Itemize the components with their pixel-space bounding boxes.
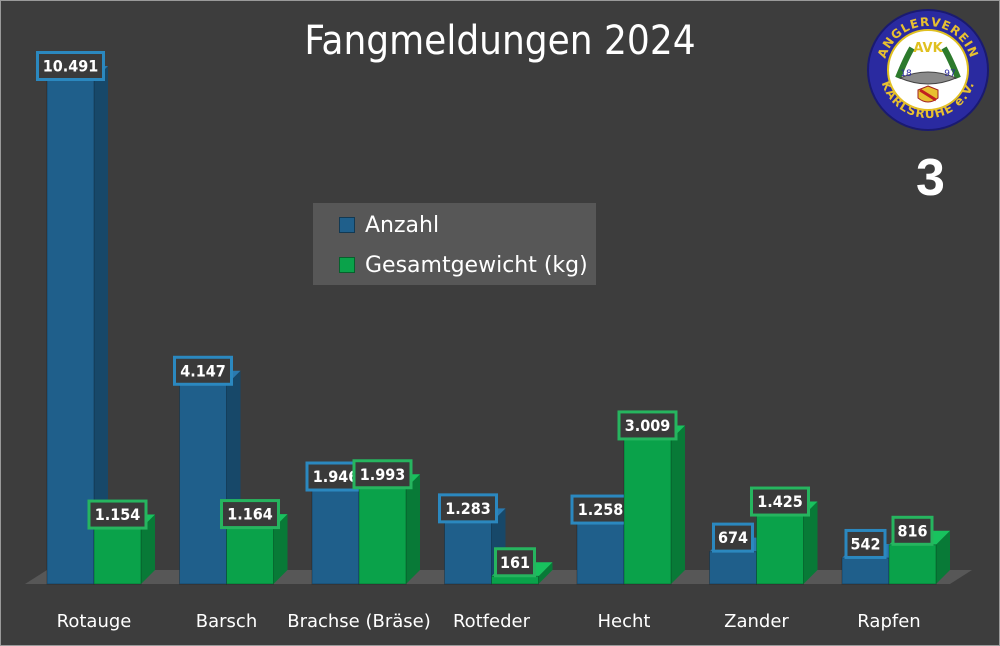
logo-year-left: 18 [900,69,912,79]
legend-label-anzahl: Anzahl [365,212,440,238]
x-tick-label: Hecht [598,611,651,632]
data-label-gewicht-rotauge: 1.154 [95,505,141,524]
club-logo: AVK 18 97 ANGLERVEREIN KARLSRUHE e.V. [867,9,989,131]
data-label-box-gewicht-hecht [617,410,678,441]
bar-anzahl-rotfeder [444,521,492,585]
legend-label-gewicht: Gesamtgewicht (kg) [365,252,588,278]
data-label-anzahl-rotfeder: 1.283 [445,499,491,518]
page-number: 3 [916,149,945,207]
data-label-gewicht-brachse-br-se-: 1.993 [360,465,406,484]
x-tick-label: Brachse (Bräse) [287,611,431,632]
data-label-box-gewicht-rotauge [87,499,148,530]
data-label-anzahl-zander: 674 [718,528,748,547]
bar-anzahl-barsch [179,384,227,585]
bar-gewicht-hecht [623,438,672,585]
data-label-box-gewicht-zander [750,486,810,517]
bar-side-gewicht-zander [803,501,818,584]
bar-gewicht-barsch [226,527,274,585]
data-label-gewicht-barsch: 1.164 [227,505,273,524]
logo-initials: AVK [913,41,943,56]
chart-legend: Anzahl Gesamtgewicht (kg) [313,203,596,285]
bar-gewicht-rapfen [888,544,937,585]
data-label-box-gewicht-rotfeder [494,547,536,578]
data-label-anzahl-barsch: 4.147 [180,361,226,380]
data-label-gewicht-hecht: 3.009 [625,416,671,435]
data-label-anzahl-hecht: 1.258 [578,500,624,519]
data-label-gewicht-rapfen: 816 [897,521,927,540]
data-label-box-anzahl-rotfeder [438,493,498,524]
bar-gewicht-zander [756,515,804,585]
legend-item-anzahl: Anzahl [339,211,439,239]
x-tick-label: Zander [724,611,789,632]
x-tick-label: Barsch [196,611,257,632]
data-label-gewicht-zander: 1.425 [757,492,803,511]
data-label-gewicht-rotfeder: 161 [500,553,530,572]
data-label-anzahl-rapfen: 542 [850,534,880,553]
data-label-box-anzahl-zander [712,522,754,553]
bar-anzahl-rotauge [46,79,95,585]
data-label-box-gewicht-rapfen [891,515,934,546]
data-label-box-gewicht-barsch [220,499,280,530]
data-label-anzahl-rotauge: 10.491 [43,57,99,76]
legend-swatch-anzahl [339,217,355,233]
bar-side-gewicht-rapfen [936,530,950,584]
x-tick-label: Rotfeder [453,611,531,632]
bar-side-gewicht-hecht [671,425,685,584]
bar-anzahl-zander [709,551,757,585]
bar-side-gewicht-rotauge [141,514,155,584]
bar-gewicht-rotfeder [491,575,539,585]
bar-anzahl-hecht [576,523,625,585]
bar-side-gewicht-barsch [273,514,288,584]
logo-year-right: 97 [944,69,955,79]
bar-gewicht-brachse-br-se- [358,487,407,585]
bar-side-gewicht-rotfeder [538,562,553,584]
bar-gewicht-rotauge [93,528,142,585]
data-label-anzahl-brachse-br-se-: 1.946 [313,467,359,486]
bar-anzahl-rapfen [841,557,890,585]
bar-side-anzahl-rotauge [94,66,108,584]
data-label-box-anzahl-rapfen [844,528,887,559]
x-tick-label: Rapfen [857,611,920,632]
data-label-box-gewicht-brachse-br-se- [352,459,413,490]
bar-anzahl-brachse-br-se- [311,490,360,585]
x-tick-label: Rotauge [57,611,132,632]
data-label-box-anzahl-barsch [173,355,233,386]
data-label-box-anzahl-hecht [570,494,631,525]
bar-side-gewicht-brachse-br-se- [406,474,420,584]
chart-title: Fangmeldungen 2024 [304,18,696,64]
legend-item-gewicht: Gesamtgewicht (kg) [339,251,588,279]
legend-swatch-gewicht [339,257,355,273]
data-label-box-anzahl-rotauge [36,51,105,81]
